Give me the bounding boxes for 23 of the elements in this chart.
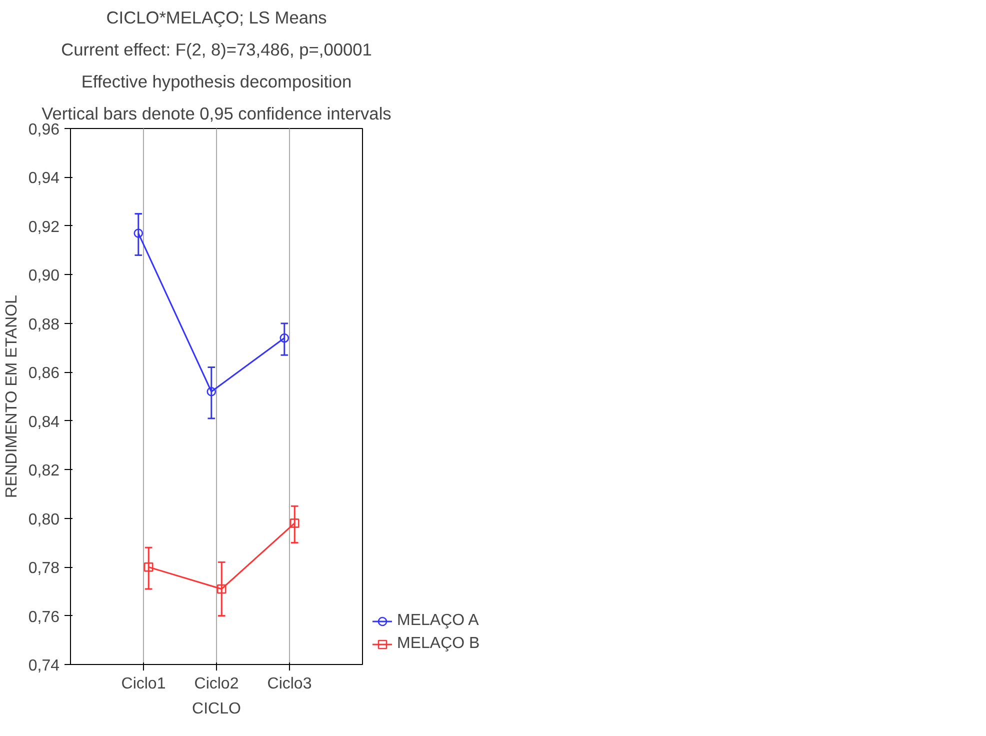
y-tick-label: 0,86 <box>28 365 60 382</box>
y-tick-label: 0,76 <box>28 608 60 626</box>
y-tick-label: 0,74 <box>28 658 60 674</box>
text: Effective hypothesis decomposition <box>81 72 352 92</box>
y-tick-label: 0,92 <box>28 218 60 236</box>
x-tick-label: Ciclo2 <box>194 676 239 692</box>
y-tick-label: 0,94 <box>28 170 60 188</box>
y-tick-label: 0,88 <box>28 316 60 334</box>
legend-label: MELAÇO B <box>397 635 480 653</box>
legend-label: MELAÇO A <box>397 612 479 630</box>
y-tick-label: 0,82 <box>28 462 60 480</box>
y-tick-label: 0,84 <box>28 414 60 431</box>
chart-subtitle: Current effect: F(2, 8)=73,486, p=,00001 <box>61 40 372 60</box>
x-tick-label: Ciclo3 <box>267 676 312 692</box>
text: Vertical bars denote 0,95 confidence intervals <box>42 104 392 124</box>
chart-title: CICLO*MELAÇO; LS Means <box>106 8 328 28</box>
y-tick-label: 0,90 <box>28 268 60 285</box>
y-tick-label: 0,96 <box>28 122 60 138</box>
y-axis-title: RENDIMENTO EM ETANOL <box>3 294 20 498</box>
y-tick-label: 0,80 <box>28 511 60 528</box>
x-tick-label: Ciclo1 <box>121 676 166 692</box>
y-tick-label: 0,78 <box>28 560 60 578</box>
x-axis-title: CICLO <box>192 700 241 718</box>
